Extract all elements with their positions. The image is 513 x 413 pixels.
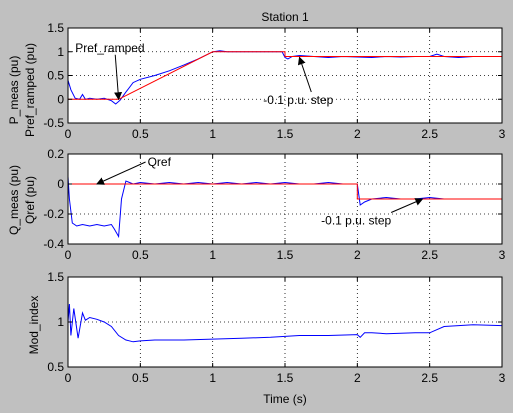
y-axis-label-line1: P_meas (pu) [7,56,21,125]
x-tick-label: 2 [354,127,361,141]
x-tick-label: 2 [354,371,361,385]
x-tick-label: 0.5 [132,127,149,141]
x-tick-label: 2 [354,248,361,262]
y-tick-label: 1.5 [47,21,64,35]
y-tick-label: 0.2 [47,147,64,161]
y-axis-label-line1: Q_meas (pu) [7,165,21,235]
x-tick-label: 2.5 [421,248,438,262]
y-tick-label: 0.5 [47,69,64,83]
subplot-reactive: 0 0.5 1 1.5 2 2.5 3 -0.4 -0.2 0 0.2 Qref -0.1 p.u. … [7,147,506,262]
x-tick-label: 3 [499,248,506,262]
series-line [67,303,503,343]
y-tick-label: -0.4 [43,237,64,251]
y-tick-label: 1 [57,45,64,59]
y-tick-label: 0.5 [47,360,64,374]
x-tick-label: 1 [209,371,216,385]
annotation-label: -0.1 p.u. step [321,214,391,228]
x-axis-label: Time (s) [263,392,307,406]
subplot-power: Station 1 0 0.5 1 1.5 2 2.5 3-0.500.511.5 Pref… [7,10,506,141]
annotation-arrow [390,198,424,213]
x-tick-label: 2.5 [421,371,438,385]
y-tick-label: 0 [57,177,64,191]
series-line [68,183,502,200]
x-tick-label: 0.5 [132,248,149,262]
x-tick-label: 1 [209,127,216,141]
annotation-arrow [96,161,146,185]
x-tick-label: 1.5 [277,248,294,262]
x-tick-label: 3 [499,127,506,141]
x-tick-label: 3 [499,371,506,385]
y-tick-label: -0.2 [43,207,64,221]
annotation-label: Qref [148,155,172,169]
y-axis-label-line2: Pref_ramped (pu) [23,43,37,137]
annotation-label: -0.1 p.u. step [263,93,333,107]
x-tick-label: 1.5 [277,127,294,141]
x-tick-label: 1.5 [277,371,294,385]
annotation-arrow [297,56,312,93]
y-tick-label: 1 [57,315,64,329]
x-tick-label: 0 [65,127,72,141]
y-tick-label: 1.5 [47,270,64,284]
annotation-label: Pref_ramped [75,41,144,55]
y-axis-label-line1: Mod_index [27,296,41,355]
x-tick-label: 2.5 [421,127,438,141]
x-tick-label: 1 [209,248,216,262]
annotation-arrow [114,54,123,101]
x-tick-label: 0 [65,248,72,262]
y-tick-label: 0 [57,92,64,106]
subplot-mod-index: 0 0.5 1 1.5 2 2.5 30.511.5 Mod_index Time (s) [27,270,506,406]
y-tick-label: -0.5 [43,116,64,130]
chart-title: Station 1 [261,10,309,24]
y-axis-label-line2: Qref (pu) [23,176,37,224]
x-tick-label: 0.5 [132,371,149,385]
series-line [68,51,502,100]
x-tick-label: 0 [65,371,72,385]
